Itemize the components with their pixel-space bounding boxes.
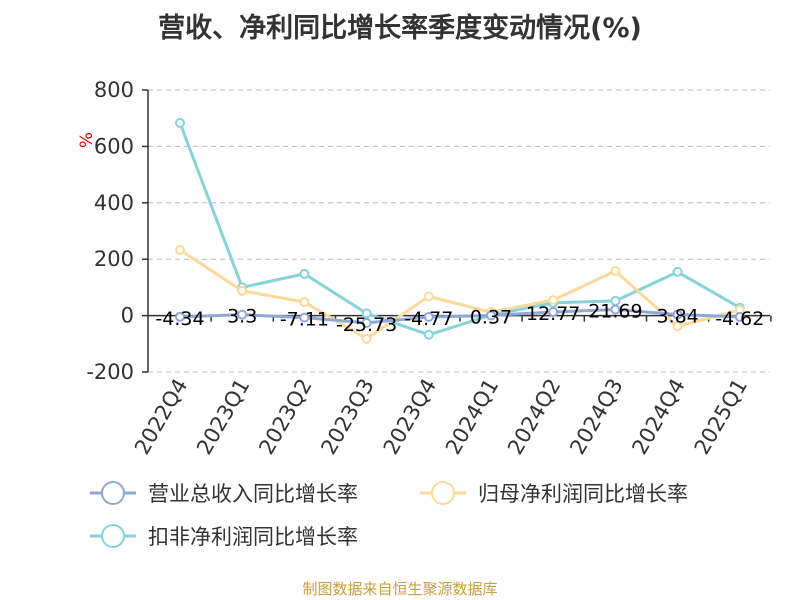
data-label: -7.11 [280, 309, 329, 331]
x-tick-label: 2024Q1 [441, 375, 503, 459]
legend-swatch-marker [101, 481, 125, 505]
x-tick-label: 2023Q3 [316, 375, 378, 459]
data-point [361, 317, 372, 328]
data-point [299, 297, 310, 308]
x-tick-label: 2024Q2 [503, 375, 565, 459]
x-tick-label: 2023Q1 [192, 375, 254, 459]
data-point [610, 304, 621, 315]
data-point [175, 244, 185, 255]
data-point [175, 311, 185, 322]
data-label: -25.73 [336, 314, 397, 336]
x-tick-label: 2022Q4 [130, 375, 192, 459]
data-label: -4.77 [404, 308, 453, 330]
data-point [548, 295, 559, 306]
data-label: 12.77 [526, 303, 580, 325]
series-line [179, 307, 740, 325]
data-point [237, 309, 248, 320]
legend-swatch-marker [101, 524, 125, 548]
series-layer [175, 117, 745, 344]
data-point [361, 333, 372, 344]
x-tick-label: 2023Q4 [379, 375, 441, 459]
y-tick-label: 400 [94, 191, 134, 215]
data-point [672, 309, 683, 320]
y-tick-label: 600 [94, 134, 134, 158]
data-point [423, 329, 434, 340]
data-label: 0.37 [470, 306, 512, 328]
data-point [734, 311, 745, 322]
x-tick-label: 2024Q3 [565, 375, 627, 459]
data-point [548, 306, 559, 317]
data-point [237, 285, 248, 296]
x-tick-label: 2024Q4 [627, 375, 689, 459]
x-tick-label: 2023Q2 [254, 375, 316, 459]
data-label: 3.3 [227, 306, 257, 328]
y-tick-label: 200 [94, 247, 134, 271]
y-axis-unit-label: % [77, 132, 97, 148]
data-label: -4.34 [155, 308, 204, 330]
data-labels-layer: -4.34 3.3 -7.11 -25.73 -4.77 0.37 12.77 21.69 3.… [155, 300, 764, 335]
y-tick-label: -200 [86, 360, 134, 384]
x-tick-label: 2025Q1 [690, 375, 752, 459]
data-point [672, 321, 683, 332]
data-point [299, 312, 310, 323]
data-point [423, 291, 434, 302]
data-point [361, 308, 372, 319]
legend-label: 归母净利润同比增长率 [478, 482, 688, 506]
legend-label: 营业总收入同比增长率 [148, 482, 358, 506]
data-label: 21.69 [588, 300, 642, 322]
y-tick-label: 0 [121, 304, 134, 328]
data-point [672, 266, 683, 277]
chart-title: 营收、净利同比增长率季度变动情况(%) [158, 13, 642, 44]
data-point [423, 311, 434, 322]
data-label: -4.62 [715, 308, 764, 330]
grid-layer [148, 89, 770, 373]
data-point [610, 266, 621, 277]
legend-label: 扣非净利润同比增长率 [148, 525, 358, 549]
data-label: 3.84 [656, 306, 698, 328]
data-point [175, 117, 185, 128]
legend-swatch-marker [431, 481, 455, 505]
series-line [178, 122, 741, 337]
y-tick-label: 800 [94, 78, 134, 102]
data-point [486, 310, 496, 321]
series-line [179, 248, 741, 341]
source-note: 制图数据来自恒生聚源数据库 [302, 580, 498, 598]
data-point [299, 268, 310, 279]
